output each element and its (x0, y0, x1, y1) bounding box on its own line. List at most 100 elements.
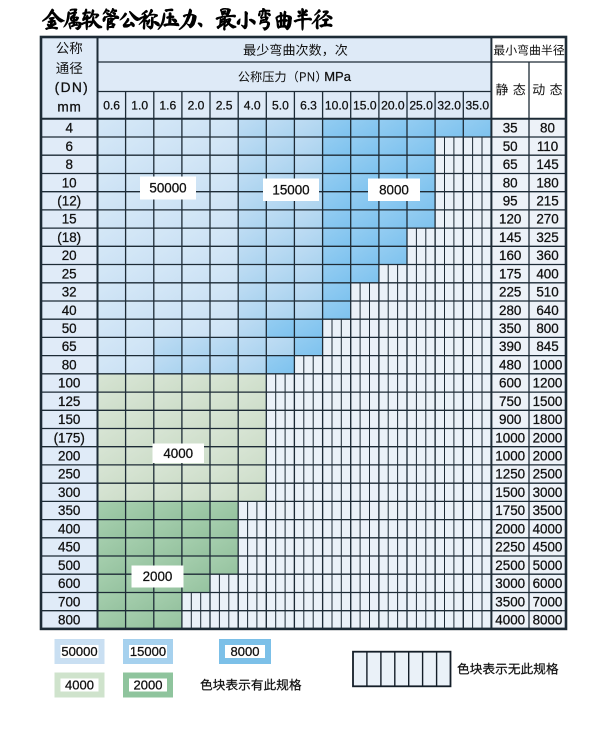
svg-text:600: 600 (499, 376, 521, 391)
svg-text:3000: 3000 (533, 485, 563, 500)
svg-text:2500: 2500 (495, 558, 525, 573)
svg-text:215: 215 (536, 194, 558, 209)
svg-text:700: 700 (58, 594, 80, 609)
svg-text:750: 750 (499, 394, 521, 409)
svg-text:350: 350 (499, 321, 521, 336)
svg-text:0.6: 0.6 (103, 99, 120, 113)
svg-text:10.0: 10.0 (325, 99, 349, 113)
svg-text:40: 40 (62, 303, 77, 318)
svg-text:110: 110 (537, 139, 558, 154)
svg-text:360: 360 (536, 248, 558, 263)
svg-text:2000: 2000 (533, 430, 563, 445)
svg-text:1200: 1200 (533, 376, 563, 391)
svg-text:5.0: 5.0 (272, 99, 289, 113)
svg-text:350: 350 (58, 503, 80, 518)
svg-text:4000: 4000 (495, 613, 525, 628)
svg-text:80: 80 (503, 175, 518, 190)
svg-text:1000: 1000 (495, 430, 525, 445)
svg-text:15000: 15000 (130, 644, 166, 659)
svg-text:6.3: 6.3 (300, 99, 317, 113)
svg-text:(175): (175) (54, 430, 85, 445)
svg-text:250: 250 (58, 467, 80, 482)
svg-text:35.0: 35.0 (466, 99, 490, 113)
svg-text:145: 145 (499, 230, 521, 245)
svg-text:1800: 1800 (533, 412, 563, 427)
svg-text:2250: 2250 (495, 540, 525, 555)
svg-text:80: 80 (540, 121, 555, 136)
svg-text:15000: 15000 (272, 182, 309, 197)
svg-text:25: 25 (62, 266, 77, 281)
svg-text:1500: 1500 (533, 394, 563, 409)
svg-text:510: 510 (536, 285, 558, 300)
svg-text:50000: 50000 (61, 644, 97, 659)
svg-text:120: 120 (499, 212, 521, 227)
svg-text:225: 225 (499, 285, 521, 300)
svg-text:80: 80 (62, 357, 77, 372)
svg-text:280: 280 (499, 303, 521, 318)
svg-text:200: 200 (58, 449, 80, 464)
svg-text:145: 145 (536, 157, 558, 172)
svg-text:65: 65 (62, 339, 77, 354)
svg-text:390: 390 (499, 339, 521, 354)
svg-text:400: 400 (536, 266, 558, 281)
svg-text:10: 10 (62, 175, 77, 190)
svg-text:35: 35 (503, 121, 518, 136)
svg-text:4000: 4000 (533, 521, 563, 536)
svg-text:8000: 8000 (379, 182, 409, 197)
svg-text:3500: 3500 (495, 594, 525, 609)
svg-text:15.0: 15.0 (353, 99, 377, 113)
svg-text:2.5: 2.5 (216, 99, 233, 113)
svg-text:125: 125 (58, 394, 80, 409)
svg-text:3500: 3500 (533, 503, 563, 518)
svg-text:95: 95 (503, 194, 518, 209)
svg-text:100: 100 (58, 376, 80, 391)
svg-text:900: 900 (499, 412, 521, 427)
svg-text:50: 50 (503, 139, 518, 154)
svg-text:1000: 1000 (495, 449, 525, 464)
svg-text:800: 800 (58, 613, 80, 628)
svg-text:325: 325 (536, 230, 558, 245)
svg-text:1.6: 1.6 (159, 99, 176, 113)
svg-text:175: 175 (499, 266, 521, 281)
svg-text:180: 180 (536, 175, 558, 190)
svg-text:6000: 6000 (533, 576, 563, 591)
svg-text:(DN): (DN) (55, 80, 89, 95)
svg-text:2.0: 2.0 (188, 99, 205, 113)
svg-text:1500: 1500 (495, 485, 525, 500)
svg-text:15: 15 (62, 212, 77, 227)
svg-text:2500: 2500 (533, 467, 563, 482)
svg-text:7000: 7000 (533, 594, 563, 609)
svg-text:(18): (18) (57, 230, 81, 245)
svg-text:32: 32 (62, 285, 77, 300)
svg-text:(12): (12) (57, 194, 81, 209)
svg-text:65: 65 (503, 157, 518, 172)
svg-text:MPa: MPa (324, 69, 352, 84)
svg-text:2000: 2000 (134, 678, 163, 693)
svg-text:1.0: 1.0 (131, 99, 148, 113)
svg-text:600: 600 (58, 576, 80, 591)
svg-text:2000: 2000 (533, 449, 563, 464)
svg-text:4.0: 4.0 (244, 99, 261, 113)
svg-text:mm: mm (57, 99, 81, 114)
svg-text:1000: 1000 (533, 357, 563, 372)
svg-text:8: 8 (65, 157, 72, 172)
svg-text:160: 160 (499, 248, 521, 263)
svg-text:480: 480 (499, 357, 521, 372)
svg-text:4000: 4000 (65, 678, 94, 693)
svg-text:1250: 1250 (495, 467, 525, 482)
svg-text:20.0: 20.0 (381, 99, 405, 113)
svg-text:300: 300 (58, 485, 80, 500)
svg-text:5000: 5000 (533, 558, 563, 573)
svg-text:6: 6 (65, 139, 72, 154)
svg-text:150: 150 (58, 412, 80, 427)
svg-text:8000: 8000 (231, 644, 260, 659)
svg-text:270: 270 (536, 212, 558, 227)
svg-text:4000: 4000 (163, 446, 193, 461)
svg-text:1750: 1750 (495, 503, 525, 518)
svg-text:800: 800 (536, 321, 558, 336)
svg-text:500: 500 (58, 558, 80, 573)
svg-text:32.0: 32.0 (437, 99, 461, 113)
svg-text:3000: 3000 (495, 576, 525, 591)
svg-text:450: 450 (58, 540, 80, 555)
svg-text:400: 400 (58, 521, 80, 536)
